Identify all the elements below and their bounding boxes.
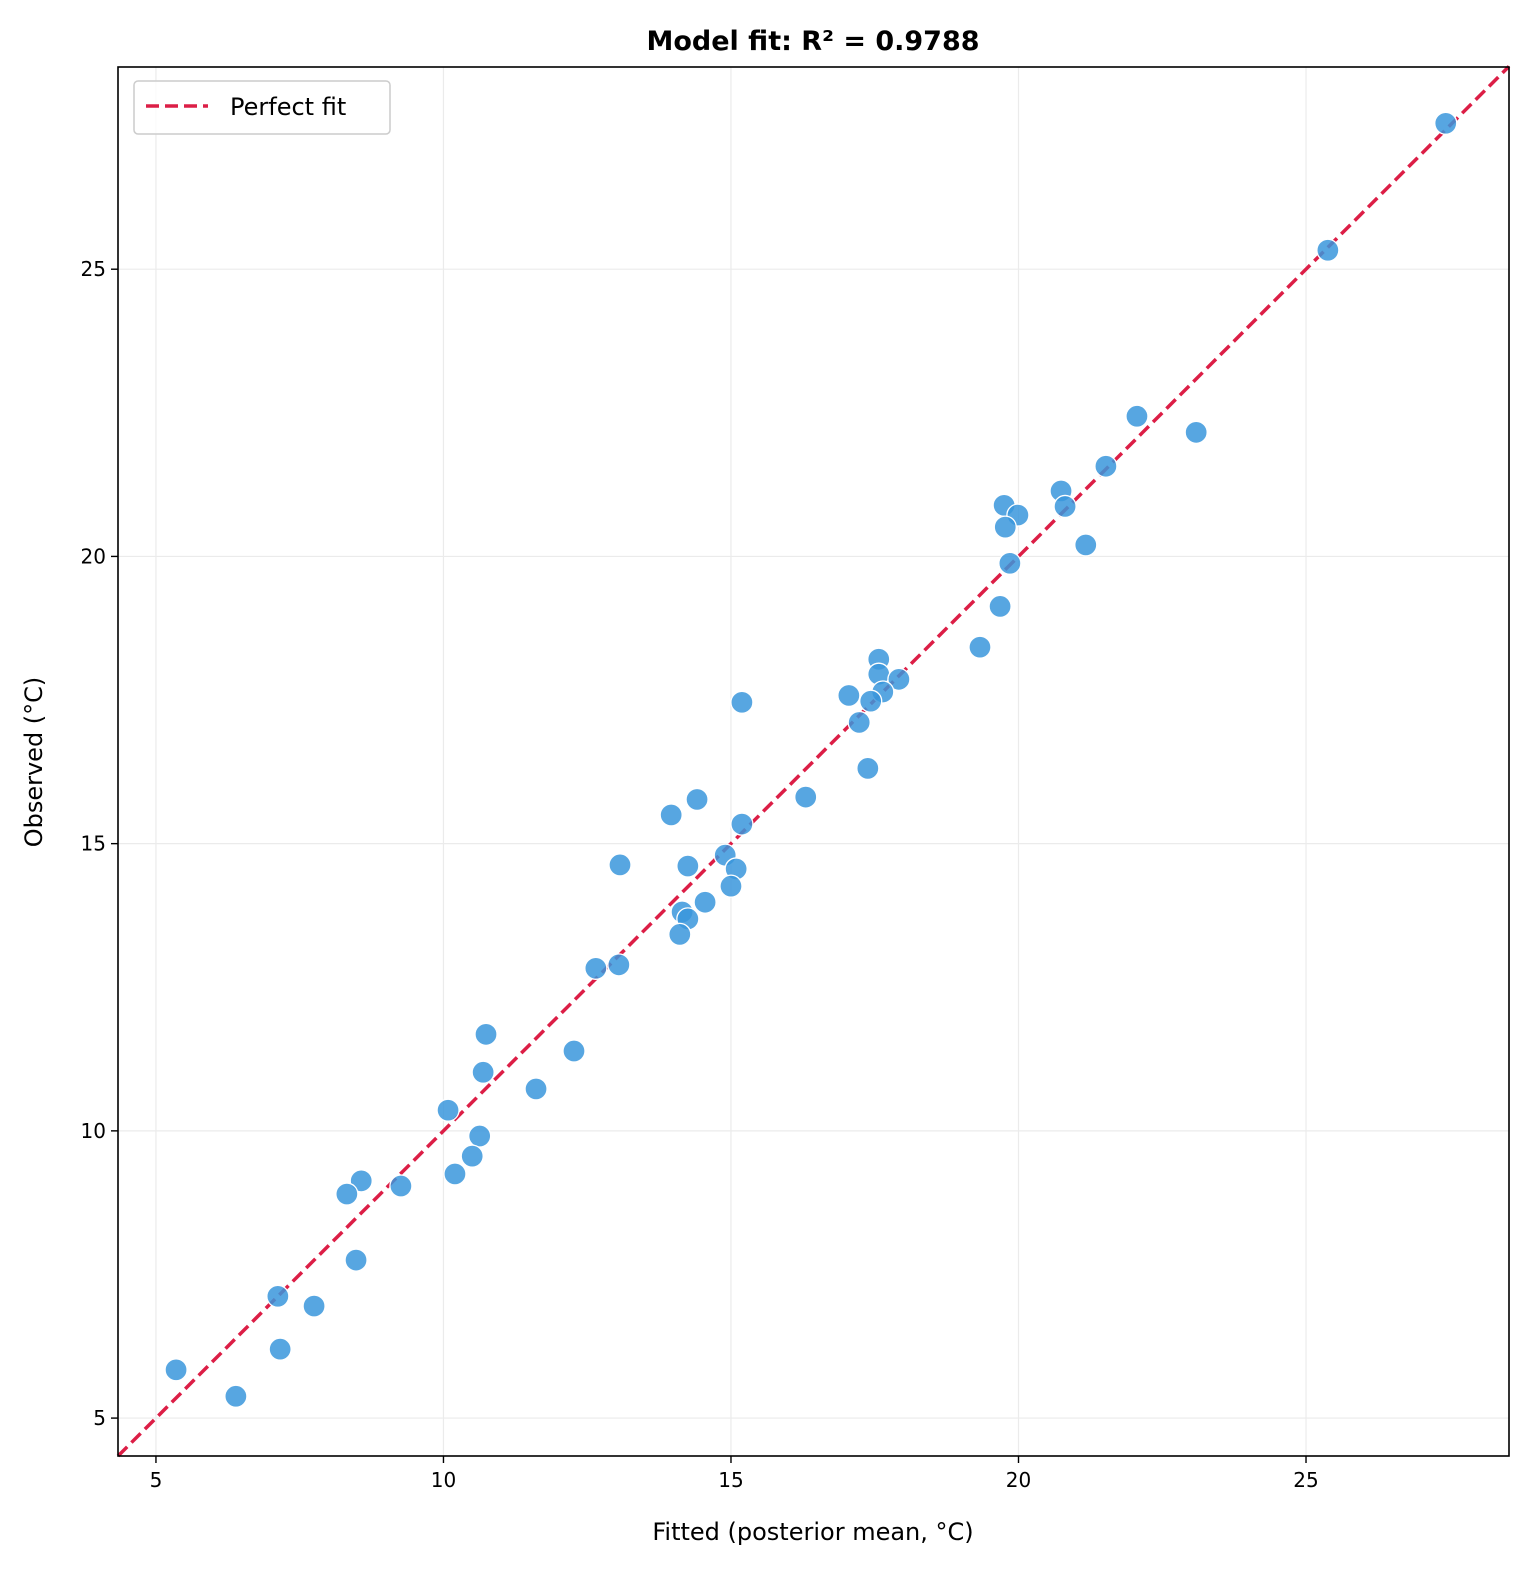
plot-frame: [117, 66, 1510, 1457]
data-point: [344, 1248, 368, 1272]
data-point: [730, 690, 754, 714]
x-tick-label: 10: [431, 1468, 456, 1492]
data-point: [335, 1182, 359, 1206]
data-point: [730, 812, 754, 836]
data-point: [608, 853, 632, 877]
data-point: [693, 890, 717, 914]
data-point: [224, 1384, 248, 1408]
data-point: [847, 710, 871, 735]
data-point: [389, 1174, 413, 1198]
x-tick-label: 5: [150, 1468, 163, 1492]
y-axis-label: Observed (°C): [20, 677, 48, 848]
grid: [118, 67, 1509, 1456]
data-point: [349, 1169, 373, 1193]
y-tick-label: 15: [81, 832, 106, 856]
data-point: [993, 515, 1017, 539]
data-point: [1184, 420, 1208, 444]
chart-title: Model fit: R² = 0.9788: [646, 26, 979, 57]
data-point: [266, 1284, 290, 1308]
data-point: [1053, 494, 1077, 519]
data-point: [859, 689, 883, 713]
data-point: [998, 551, 1022, 575]
data-point: [436, 1098, 460, 1122]
data-point: [468, 1124, 492, 1148]
legend-label: Perfect fit: [230, 93, 346, 121]
legend-box: [133, 80, 391, 135]
data-point: [460, 1144, 484, 1168]
data-point: [302, 1294, 326, 1318]
data-point: [668, 922, 692, 947]
data-point: [719, 874, 743, 898]
data-point: [584, 956, 608, 980]
data-point: [1094, 454, 1118, 478]
data-point: [471, 1060, 495, 1084]
data-point: [474, 1022, 498, 1047]
data-point: [685, 787, 709, 812]
x-tick-label: 20: [1006, 1468, 1031, 1492]
data-point: [1074, 533, 1098, 557]
reference-line: [116, 65, 1511, 1458]
data-point: [794, 785, 818, 809]
data-point: [887, 667, 911, 692]
data-point: [607, 953, 631, 977]
data-point: [443, 1162, 467, 1186]
points: [164, 111, 1458, 1408]
data-point: [524, 1077, 548, 1101]
perfect-fit-line: [116, 65, 1511, 1458]
y-tick-label: 5: [93, 1406, 106, 1430]
y-tick-label: 25: [81, 257, 106, 281]
legend: Perfect fit: [133, 80, 391, 135]
x-axis-label: Fitted (posterior mean, °C): [652, 1518, 973, 1546]
ticks: 5 10 15 20 25 5 10 15 20 25: [81, 257, 1319, 1492]
y-tick-label: 20: [81, 544, 106, 568]
data-point: [837, 683, 861, 708]
data-point: [1316, 238, 1340, 262]
data-point: [268, 1337, 292, 1361]
data-point: [1434, 111, 1458, 135]
data-point: [659, 803, 683, 827]
data-point: [1125, 404, 1149, 428]
x-tick-label: 25: [1293, 1468, 1318, 1492]
data-point: [676, 854, 700, 878]
y-tick-label: 10: [81, 1119, 106, 1143]
data-point: [562, 1039, 586, 1063]
data-point: [856, 756, 880, 781]
data-point: [164, 1358, 188, 1382]
data-point: [968, 635, 992, 659]
x-tick-label: 15: [718, 1468, 743, 1492]
data-point: [988, 594, 1012, 619]
